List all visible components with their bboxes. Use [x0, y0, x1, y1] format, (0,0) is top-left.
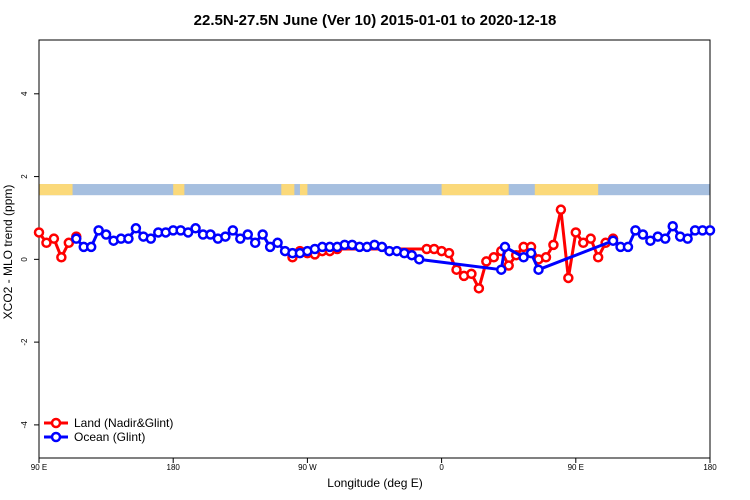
data-point [272, 237, 283, 249]
series-lines [33, 204, 716, 294]
band-land [39, 184, 73, 196]
data-point [63, 237, 75, 249]
data-point [130, 223, 142, 234]
data-point [249, 237, 261, 249]
x-tick-label: 0 [439, 463, 444, 472]
data-point [578, 237, 589, 249]
data-point [585, 233, 596, 244]
data-point [533, 264, 544, 275]
data-point [548, 239, 559, 251]
data-point [145, 233, 157, 244]
data-point [443, 247, 455, 259]
y-tick-label: -4 [20, 421, 29, 429]
data-point [630, 225, 641, 236]
data-point [473, 283, 485, 294]
data-point [257, 229, 268, 240]
data-point [71, 233, 82, 244]
band-land [299, 184, 308, 196]
data-point [220, 231, 231, 242]
y-tick-label: 4 [20, 91, 29, 96]
x-tick-label: 90 E [31, 463, 47, 472]
data-point [227, 225, 239, 236]
data-point [637, 229, 649, 240]
data-point [555, 204, 567, 215]
legend-label: Land (Nadir&Glint) [74, 416, 173, 430]
y-axis: -4 -2 0 2 4 [20, 91, 39, 428]
legend: Land (Nadir&Glint)Ocean (Glint) [44, 416, 173, 444]
band-land [173, 184, 185, 196]
data-point [100, 229, 112, 240]
surface-band [39, 184, 710, 196]
data-point [518, 252, 529, 263]
data-point [563, 272, 574, 284]
band-land [441, 184, 509, 196]
data-point [93, 225, 104, 236]
data-point [667, 220, 678, 232]
x-tick-label: 90 E [568, 463, 584, 472]
data-point [525, 247, 537, 259]
data-point [85, 241, 97, 253]
data-point [592, 252, 604, 263]
data-point [56, 252, 67, 263]
data-point [488, 252, 500, 263]
data-point [235, 233, 246, 244]
data-point [413, 254, 425, 265]
data-point [645, 235, 656, 246]
x-tick-label: 180 [703, 463, 717, 472]
data-point [264, 241, 276, 253]
data-point [205, 229, 216, 240]
legend-marker [50, 431, 62, 443]
band-ocean [39, 184, 710, 196]
data-point [466, 268, 477, 280]
data-point [503, 260, 514, 271]
data-point [406, 249, 418, 261]
data-point [499, 241, 511, 253]
y-tick-label: 0 [20, 257, 29, 262]
legend-marker [50, 417, 62, 429]
data-point [242, 229, 254, 240]
data-point [33, 227, 45, 238]
data-point [123, 233, 134, 244]
x-tick-label: 90 W [298, 463, 317, 472]
x-axis-label: Longitude (deg E) [327, 476, 422, 490]
data-point [607, 235, 619, 246]
data-point [660, 233, 671, 244]
data-point [41, 237, 52, 249]
y-tick-label: 2 [20, 174, 29, 179]
x-axis: 90 E 180 90 W 0 90 E 180 [31, 458, 717, 472]
series-ocean [71, 220, 716, 275]
data-point [704, 225, 716, 236]
data-point [622, 241, 634, 253]
data-point [48, 233, 60, 244]
band-land [534, 184, 599, 196]
y-axis-label: XCO2 - MLO trend (ppm) [1, 185, 15, 320]
data-point [682, 233, 693, 244]
y-tick-label: -2 [20, 338, 29, 346]
data-point [570, 227, 582, 238]
plot-frame [38, 39, 711, 459]
legend-label: Ocean (Glint) [74, 430, 145, 444]
data-point [182, 227, 194, 238]
data-point [190, 223, 201, 234]
data-point [376, 241, 388, 253]
band-land [281, 184, 295, 196]
data-point [481, 256, 492, 267]
data-point [495, 264, 507, 275]
data-point [451, 264, 462, 275]
data-point [540, 252, 552, 263]
chart-title: 22.5N-27.5N June (Ver 10) 2015-01-01 to … [194, 12, 557, 29]
x-tick-label: 180 [167, 463, 181, 472]
